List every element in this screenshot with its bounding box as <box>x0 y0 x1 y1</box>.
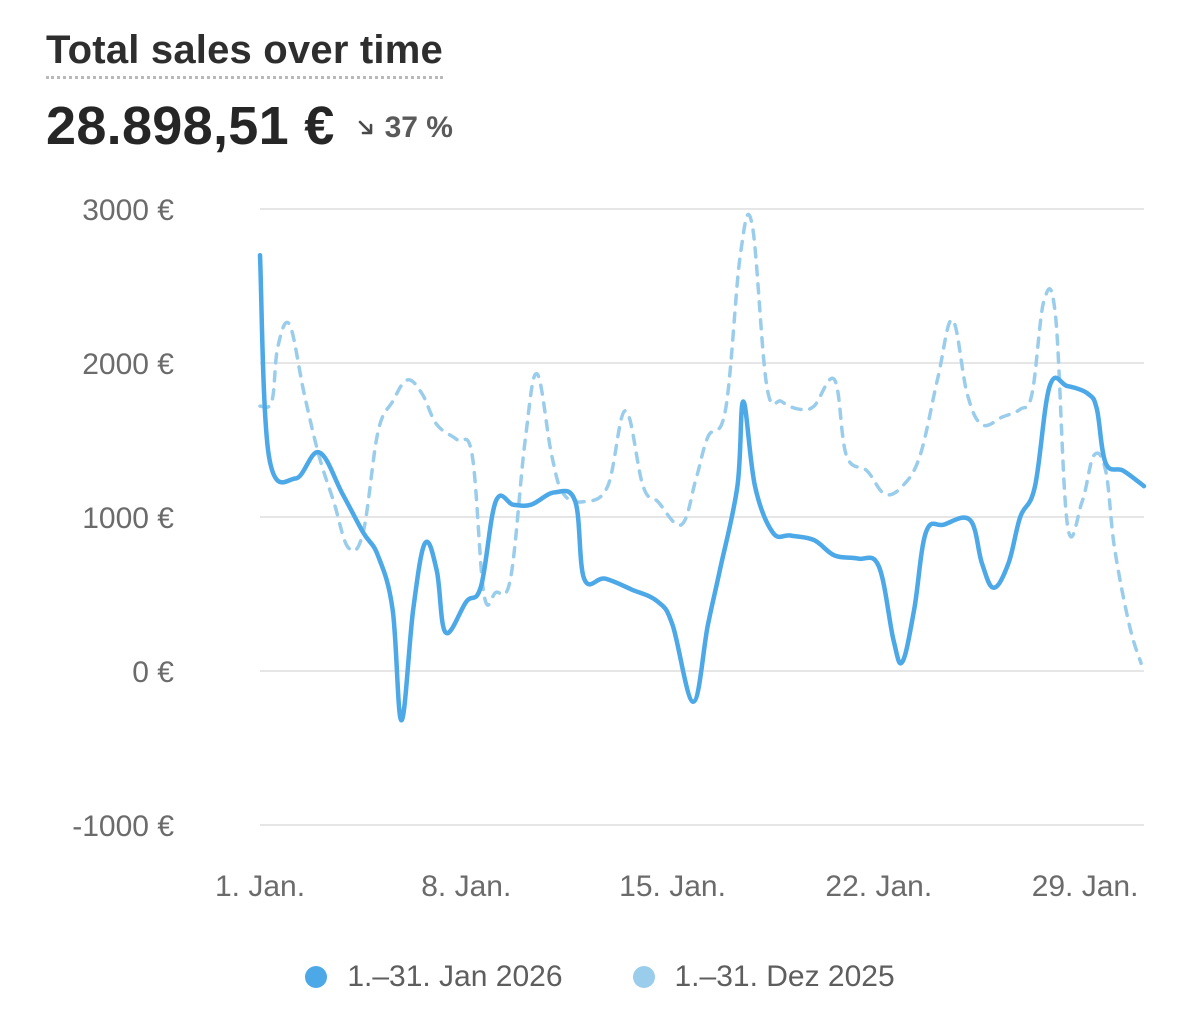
line-chart: 3000 € 2000 € 1000 € 0 € -1000 € 1. Jan. 8. J… <box>0 170 1200 930</box>
series-layer <box>257 212 1147 723</box>
y-tick-label: 2000 € <box>82 348 174 381</box>
total-sales-value: 28.898,51 € <box>46 96 335 156</box>
legend-label-previous: 1.–31. Dez 2025 <box>674 960 895 993</box>
y-tick-label: 3000 € <box>82 194 174 227</box>
chart-svg: 3000 € 2000 € 1000 € 0 € -1000 € 1. Jan. 8. J… <box>72 194 1147 903</box>
total-metric-row: 28.898,51 € 37 % <box>46 94 453 158</box>
legend-dot-previous <box>632 966 655 988</box>
x-tick-label: 29. Jan. <box>1032 870 1139 903</box>
change-indicator: 37 % <box>355 111 453 145</box>
series-line-previous[interactable] <box>258 212 1143 666</box>
x-tick-label: 22. Jan. <box>825 870 932 903</box>
y-tick-label: 0 € <box>132 656 174 689</box>
x-tick-label: 1. Jan. <box>215 870 305 903</box>
chart-legend: 1.–31. Jan 2026 1.–31. Dez 2025 <box>0 960 1200 994</box>
x-axis-labels: 1. Jan. 8. Jan. 15. Jan. 22. Jan. 29. Jan. <box>215 870 1138 903</box>
legend-item-previous[interactable]: 1.–31. Dez 2025 <box>632 960 895 994</box>
arrow-down-right-icon <box>358 120 372 135</box>
y-tick-label: 1000 € <box>82 502 174 535</box>
x-tick-label: 8. Jan. <box>421 870 511 903</box>
y-axis-labels: 3000 € 2000 € 1000 € 0 € -1000 € <box>72 194 174 843</box>
legend-dot-current <box>305 966 328 988</box>
series-line-current[interactable] <box>257 252 1147 723</box>
chart-title[interactable]: Total sales over time <box>46 26 443 79</box>
grid-layer <box>260 208 1144 826</box>
y-tick-label: -1000 € <box>72 810 174 843</box>
legend-label-current: 1.–31. Jan 2026 <box>347 960 563 993</box>
change-percent: 37 % <box>384 111 453 144</box>
x-tick-label: 15. Jan. <box>619 870 726 903</box>
legend-item-current[interactable]: 1.–31. Jan 2026 <box>305 960 563 994</box>
